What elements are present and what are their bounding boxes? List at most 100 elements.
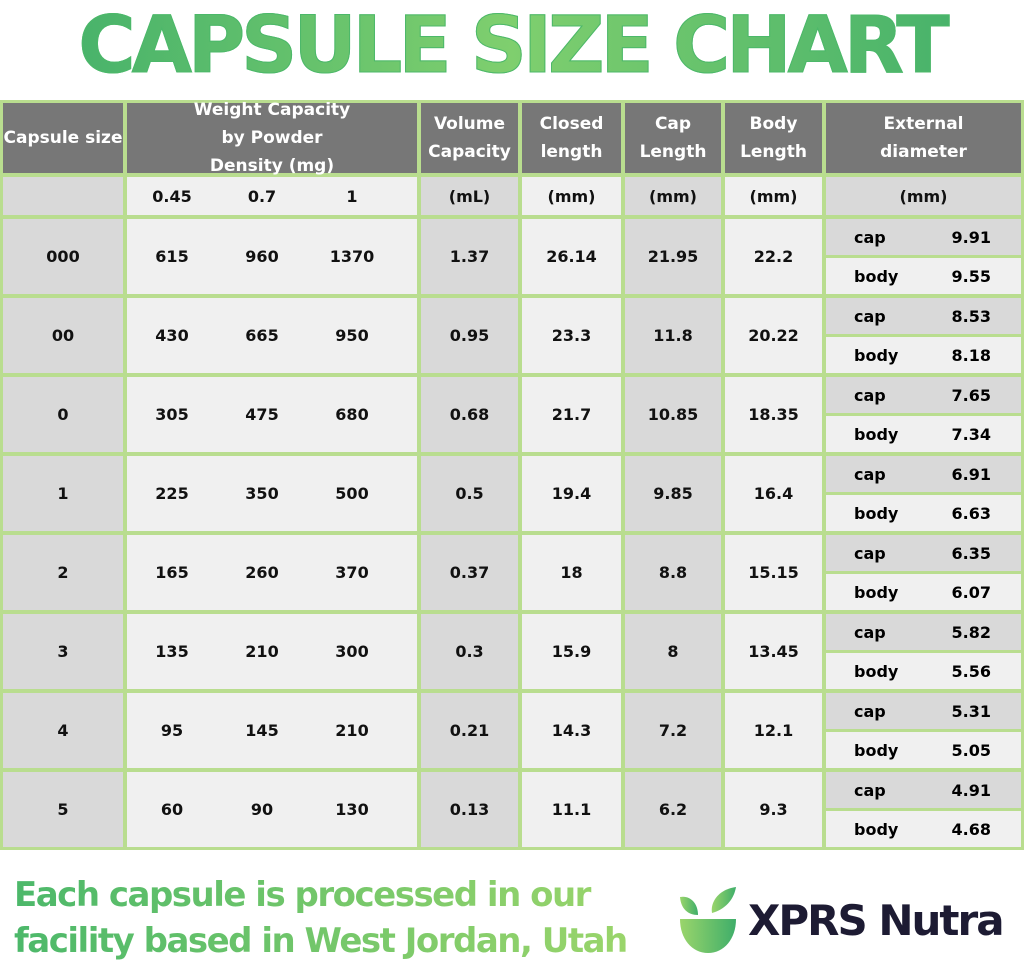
closed-length-cell: 21.7 bbox=[522, 377, 621, 452]
ext-value: 7.34 bbox=[951, 424, 991, 444]
ext-label: body bbox=[854, 266, 899, 286]
cap-length-cell: 11.8 bbox=[625, 298, 721, 373]
weight-value: 90 bbox=[250, 800, 274, 819]
weight-value: 210 bbox=[245, 642, 279, 661]
weight-capacity-cell: 225 350 500 bbox=[127, 456, 417, 531]
ext-value: 6.07 bbox=[951, 582, 991, 602]
closed-length-cell: 26.14 bbox=[522, 219, 621, 294]
cap-length-cell: 21.95 bbox=[625, 219, 721, 294]
volume-cell: 0.21 bbox=[421, 693, 518, 768]
ext-label: cap bbox=[854, 780, 886, 800]
ext-body-row: body 4.68 bbox=[826, 811, 1021, 847]
cap-length-cell: 8.8 bbox=[625, 535, 721, 610]
closed-length-cell: 15.9 bbox=[522, 614, 621, 689]
ext-cap-row: cap 7.65 bbox=[826, 377, 1021, 413]
ext-label: cap bbox=[854, 543, 886, 563]
header-closed-length: Closed length bbox=[522, 103, 621, 173]
ext-body-row: body 5.56 bbox=[826, 653, 1021, 689]
body-length-cell: 9.3 bbox=[725, 772, 822, 847]
ext-cap-row: cap 4.91 bbox=[826, 772, 1021, 808]
closed-length-cell: 11.1 bbox=[522, 772, 621, 847]
ext-cap-row: cap 8.53 bbox=[826, 298, 1021, 334]
body-length-cell: 18.35 bbox=[725, 377, 822, 452]
ext-label: cap bbox=[854, 622, 886, 642]
weight-value: 950 bbox=[335, 326, 369, 345]
ext-value: 9.91 bbox=[951, 227, 991, 247]
weight-value: 300 bbox=[335, 642, 369, 661]
ext-label: body bbox=[854, 661, 899, 681]
ext-value: 4.68 bbox=[951, 819, 991, 839]
ext-body-row: body 6.07 bbox=[826, 574, 1021, 610]
closed-length-cell: 14.3 bbox=[522, 693, 621, 768]
capsule-size-cell: 2 bbox=[3, 535, 123, 610]
ext-value: 6.63 bbox=[951, 503, 991, 523]
external-diameter-cell: cap 4.91 body 4.68 bbox=[826, 772, 1021, 847]
closed-length-cell: 23.3 bbox=[522, 298, 621, 373]
density-value: 0.45 bbox=[152, 186, 192, 206]
ext-body-row: body 9.55 bbox=[826, 258, 1021, 294]
footer-line-1: Each capsule is processed in our bbox=[14, 875, 590, 915]
header-volume: Volume Capacity bbox=[421, 103, 518, 173]
ext-value: 5.31 bbox=[951, 701, 991, 721]
cap-length-cell: 7.2 bbox=[625, 693, 721, 768]
volume-cell: 0.13 bbox=[421, 772, 518, 847]
weight-value: 135 bbox=[155, 642, 189, 661]
header-cap-length: Cap Length bbox=[625, 103, 721, 173]
unit-body: (mm) bbox=[725, 177, 822, 215]
weight-capacity-cell: 165 260 370 bbox=[127, 535, 417, 610]
weight-value: 60 bbox=[160, 800, 184, 819]
ext-label: body bbox=[854, 740, 899, 760]
header-capsule-size: Capsule size bbox=[3, 103, 123, 173]
body-length-cell: 16.4 bbox=[725, 456, 822, 531]
ext-value: 7.65 bbox=[951, 385, 991, 405]
header-weight-capacity: Weight Capacity by Powder Density (mg) bbox=[127, 100, 417, 176]
capsule-size-cell: 0 bbox=[3, 377, 123, 452]
unit-volume: (mL) bbox=[421, 177, 518, 215]
external-diameter-cell: cap 5.31 body 5.05 bbox=[826, 693, 1021, 768]
ext-value: 5.05 bbox=[951, 740, 991, 760]
weight-value: 1370 bbox=[329, 247, 375, 266]
volume-cell: 0.68 bbox=[421, 377, 518, 452]
ext-label: body bbox=[854, 582, 899, 602]
ext-label: body bbox=[854, 819, 899, 839]
ext-value: 6.35 bbox=[951, 543, 991, 563]
footer-text: Each capsule is processed in our facilit… bbox=[14, 872, 627, 964]
capsule-size-cell: 5 bbox=[3, 772, 123, 847]
ext-value: 5.82 bbox=[951, 622, 991, 642]
ext-label: cap bbox=[854, 385, 886, 405]
capsule-size-cell: 4 bbox=[3, 693, 123, 768]
closed-length-cell: 18 bbox=[522, 535, 621, 610]
volume-cell: 0.95 bbox=[421, 298, 518, 373]
ext-label: cap bbox=[854, 306, 886, 326]
ext-value: 4.91 bbox=[951, 780, 991, 800]
body-length-cell: 12.1 bbox=[725, 693, 822, 768]
unit-cap: (mm) bbox=[625, 177, 721, 215]
ext-cap-row: cap 9.91 bbox=[826, 219, 1021, 255]
body-length-cell: 15.15 bbox=[725, 535, 822, 610]
weight-value: 680 bbox=[335, 405, 369, 424]
weight-capacity-cell: 60 90 130 bbox=[127, 772, 417, 847]
closed-length-cell: 19.4 bbox=[522, 456, 621, 531]
weight-value: 350 bbox=[245, 484, 279, 503]
ext-body-row: body 5.05 bbox=[826, 732, 1021, 768]
density-value: 0.7 bbox=[247, 186, 277, 206]
cap-length-cell: 8 bbox=[625, 614, 721, 689]
body-length-cell: 22.2 bbox=[725, 219, 822, 294]
weight-value: 370 bbox=[335, 563, 369, 582]
weight-value: 615 bbox=[155, 247, 189, 266]
brand-name: XPRS Nutra bbox=[748, 895, 1005, 945]
external-diameter-cell: cap 7.65 body 7.34 bbox=[826, 377, 1021, 452]
unit-ext: (mm) bbox=[826, 177, 1021, 215]
weight-value: 210 bbox=[335, 721, 369, 740]
weight-value: 260 bbox=[245, 563, 279, 582]
page-title: CAPSULE SIZE CHART bbox=[0, 0, 1024, 98]
ext-body-row: body 8.18 bbox=[826, 337, 1021, 373]
weight-value: 665 bbox=[245, 326, 279, 345]
weight-capacity-cell: 135 210 300 bbox=[127, 614, 417, 689]
brand-logo: XPRS Nutra bbox=[676, 885, 1005, 955]
ext-value: 6.91 bbox=[951, 464, 991, 484]
weight-value: 430 bbox=[155, 326, 189, 345]
ext-cap-row: cap 6.91 bbox=[826, 456, 1021, 492]
external-diameter-cell: cap 6.91 body 6.63 bbox=[826, 456, 1021, 531]
bowl-leaf-logo-icon bbox=[680, 887, 736, 953]
